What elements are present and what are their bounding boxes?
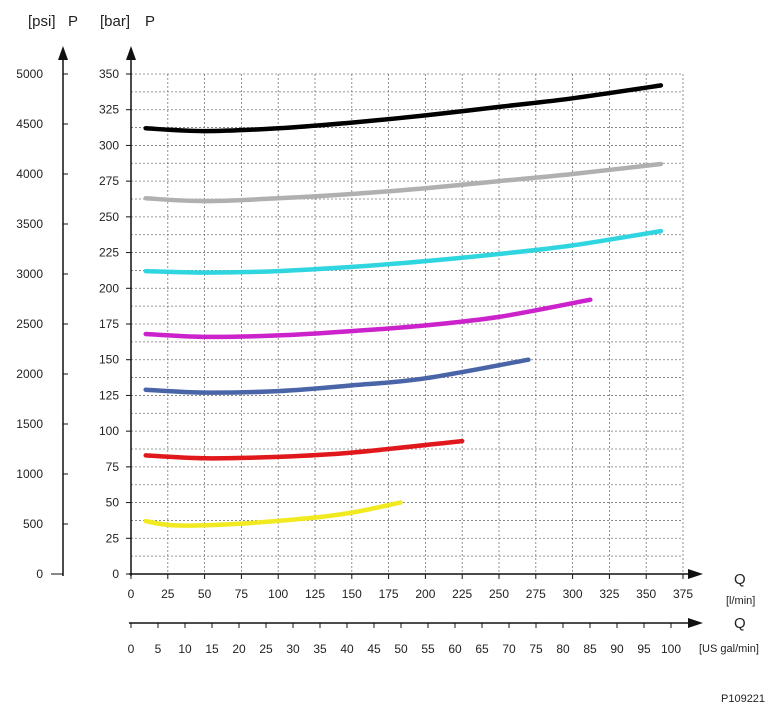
y-secondary-tick-label: 3500 (16, 217, 43, 231)
x-primary-tick-label: 250 (489, 587, 509, 601)
x-secondary-tick-label: 0 (128, 642, 135, 656)
y-secondary-tick-label: 1000 (16, 467, 43, 481)
y-primary-axis-arrow (126, 46, 136, 60)
y-secondary-label: P (68, 13, 78, 30)
x-primary-tick-label: 325 (599, 587, 619, 601)
x-secondary-tick-label: 20 (232, 642, 246, 656)
series-line-6 (143, 438, 465, 461)
y-secondary-tick-label: 2500 (16, 317, 43, 331)
y-secondary-tick-label: 500 (23, 517, 43, 531)
y-primary-tick-label: 200 (99, 281, 119, 295)
x-secondary-tick-label: 85 (583, 642, 597, 656)
y-primary-tick-label: 225 (99, 246, 119, 260)
x-primary-tick-label: 375 (673, 587, 693, 601)
x-primary-tick-label: 300 (563, 587, 583, 601)
reference-code: P109221 (721, 693, 765, 705)
x-secondary-label: Q (734, 615, 746, 632)
x-secondary-tick-label: 90 (610, 642, 624, 656)
series-group (143, 83, 664, 528)
y-primary-tick-label: 175 (99, 317, 119, 331)
x-secondary-tick-label: 65 (475, 642, 489, 656)
x-secondary-tick-label: 45 (367, 642, 381, 656)
x-secondary-tick-label: 5 (155, 642, 162, 656)
axes: 0255075100125150175200225250275300325350… (16, 46, 703, 656)
x-secondary-axis-arrow (688, 618, 703, 628)
y-secondary-tick-label: 2000 (16, 367, 43, 381)
x-secondary-tick-label: 15 (205, 642, 219, 656)
x-primary-tick-label: 75 (235, 587, 249, 601)
x-secondary-tick-label: 95 (637, 642, 651, 656)
grid (131, 73, 684, 574)
y-primary-tick-label: 250 (99, 210, 119, 224)
y-primary-tick-label: 75 (106, 460, 120, 474)
x-primary-tick-label: 25 (161, 587, 175, 601)
x-primary-tick-label: 150 (342, 587, 362, 601)
y-secondary-axis-arrow (58, 46, 68, 60)
series-line-1 (143, 83, 664, 134)
y-primary-tick-label: 350 (99, 67, 119, 81)
x-secondary-tick-label: 35 (313, 642, 327, 656)
x-primary-tick-label: 275 (526, 587, 546, 601)
series-line-4 (143, 297, 593, 340)
y-primary-tick-label: 50 (106, 496, 120, 510)
x-primary-tick-label: 225 (452, 587, 472, 601)
y-primary-tick-label: 100 (99, 424, 119, 438)
x-primary-tick-label: 0 (128, 587, 135, 601)
x-primary-tick-label: 175 (379, 587, 399, 601)
x-secondary-tick-label: 55 (421, 642, 435, 656)
series-line-3 (143, 228, 664, 275)
y-primary-tick-label: 25 (106, 531, 120, 545)
x-secondary-tick-label: 40 (340, 642, 354, 656)
x-secondary-tick-label: 60 (448, 642, 462, 656)
x-primary-axis-arrow (688, 569, 703, 579)
x-secondary-tick-label: 80 (556, 642, 570, 656)
y-primary-tick-label: 150 (99, 353, 119, 367)
x-secondary-unit: [US gal/min] (699, 643, 759, 655)
y-secondary-tick-label: 4000 (16, 167, 43, 181)
y-primary-tick-label: 125 (99, 388, 119, 402)
series-line-2 (143, 161, 664, 204)
y-primary-unit: [bar] (100, 13, 130, 30)
y-primary-tick-label: 300 (99, 138, 119, 152)
x-primary-label: Q (734, 571, 746, 588)
y-secondary-tick-label: 1500 (16, 417, 43, 431)
x-primary-tick-label: 350 (636, 587, 656, 601)
x-secondary-tick-label: 30 (286, 642, 300, 656)
y-primary-tick-label: 0 (112, 567, 119, 581)
y-secondary-tick-label: 0 (36, 567, 43, 581)
x-secondary-tick-label: 25 (259, 642, 273, 656)
series-line-5 (143, 357, 531, 395)
x-secondary-tick-label: 50 (394, 642, 408, 656)
y-primary-tick-label: 325 (99, 103, 119, 117)
y-secondary-tick-label: 5000 (16, 67, 43, 81)
x-secondary-tick-label: 10 (178, 642, 192, 656)
x-secondary-tick-label: 75 (529, 642, 543, 656)
y-secondary-unit: [psi] (28, 13, 56, 30)
x-primary-tick-label: 50 (198, 587, 212, 601)
y-primary-tick-label: 275 (99, 174, 119, 188)
x-primary-tick-label: 100 (268, 587, 288, 601)
x-primary-tick-label: 125 (305, 587, 325, 601)
y-secondary-tick-label: 4500 (16, 117, 43, 131)
series-line-7 (143, 500, 403, 528)
x-secondary-tick-label: 70 (502, 642, 516, 656)
x-primary-unit: [l/min] (726, 595, 755, 607)
y-primary-label: P (145, 13, 155, 30)
x-secondary-tick-label: 100 (661, 642, 681, 656)
x-primary-tick-label: 200 (415, 587, 435, 601)
y-secondary-tick-label: 3000 (16, 267, 43, 281)
